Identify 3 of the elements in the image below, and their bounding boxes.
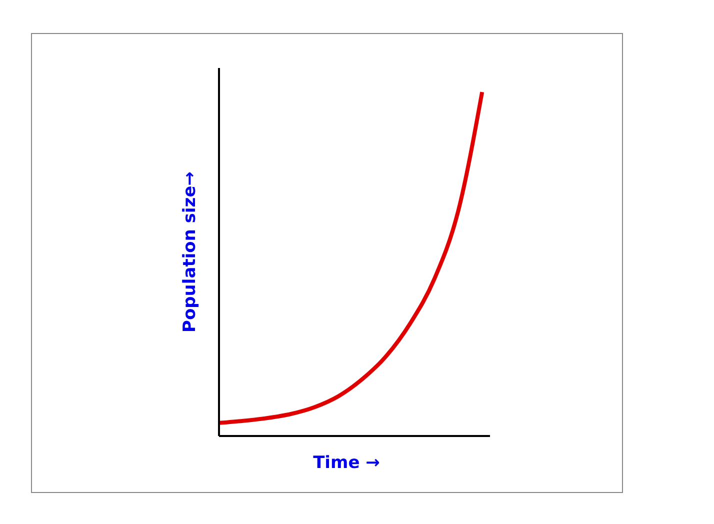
y-axis-title: Population size→ [180, 172, 200, 332]
chart-frame: Time → Population size→ [31, 33, 623, 493]
x-axis-title: Time → [313, 453, 380, 473]
